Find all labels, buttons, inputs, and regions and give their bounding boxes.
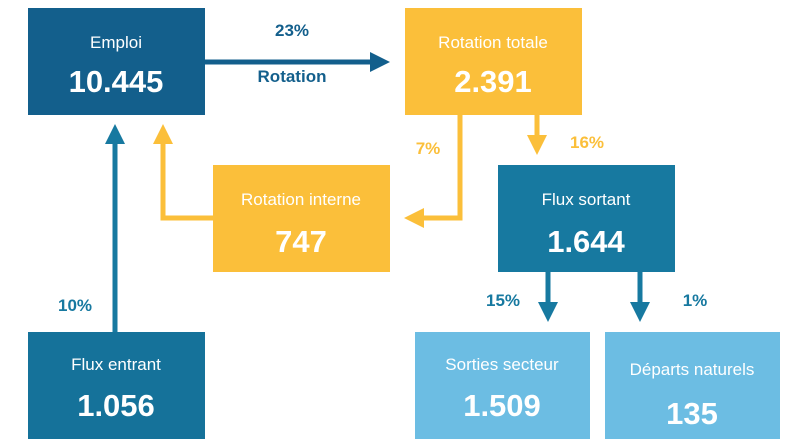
node-value: 747: [275, 224, 327, 259]
node-value: 1.056: [77, 388, 155, 423]
arrows: [105, 52, 650, 332]
edge-label: 16%: [570, 133, 604, 152]
node-box: [405, 8, 582, 115]
node-label: Départs naturels: [630, 360, 755, 379]
node-label: Sorties secteur: [445, 355, 559, 374]
nodes: Emploi 10.445 Rotation totale 2.391 Rota…: [28, 8, 780, 439]
node-value: 10.445: [69, 64, 164, 99]
node-value: 135: [666, 396, 718, 431]
arrow: [404, 115, 463, 228]
node-label: Rotation interne: [241, 190, 361, 209]
edge-label: 1%: [683, 291, 708, 310]
edge-label: 7%: [416, 139, 441, 158]
node-box: [498, 165, 675, 272]
node-box: [213, 165, 390, 272]
arrow: [153, 124, 213, 221]
node-box: [605, 332, 780, 439]
node-box: [28, 8, 205, 115]
node-label: Flux sortant: [542, 190, 631, 209]
node-box: [28, 332, 205, 439]
node-box: [415, 332, 590, 439]
edge-label: Rotation: [258, 67, 327, 86]
node-label: Flux entrant: [71, 355, 161, 374]
edge-label: 15%: [486, 291, 520, 310]
edge-labels: 23% Rotation 16% 7% 10% 15% 1%: [58, 21, 707, 315]
node-value: 1.644: [547, 224, 625, 259]
edge-label: 23%: [275, 21, 309, 40]
node-label: Emploi: [90, 33, 142, 52]
node-label: Rotation totale: [438, 33, 548, 52]
edge-label: 10%: [58, 296, 92, 315]
node-value: 2.391: [454, 64, 532, 99]
node-value: 1.509: [463, 388, 541, 423]
